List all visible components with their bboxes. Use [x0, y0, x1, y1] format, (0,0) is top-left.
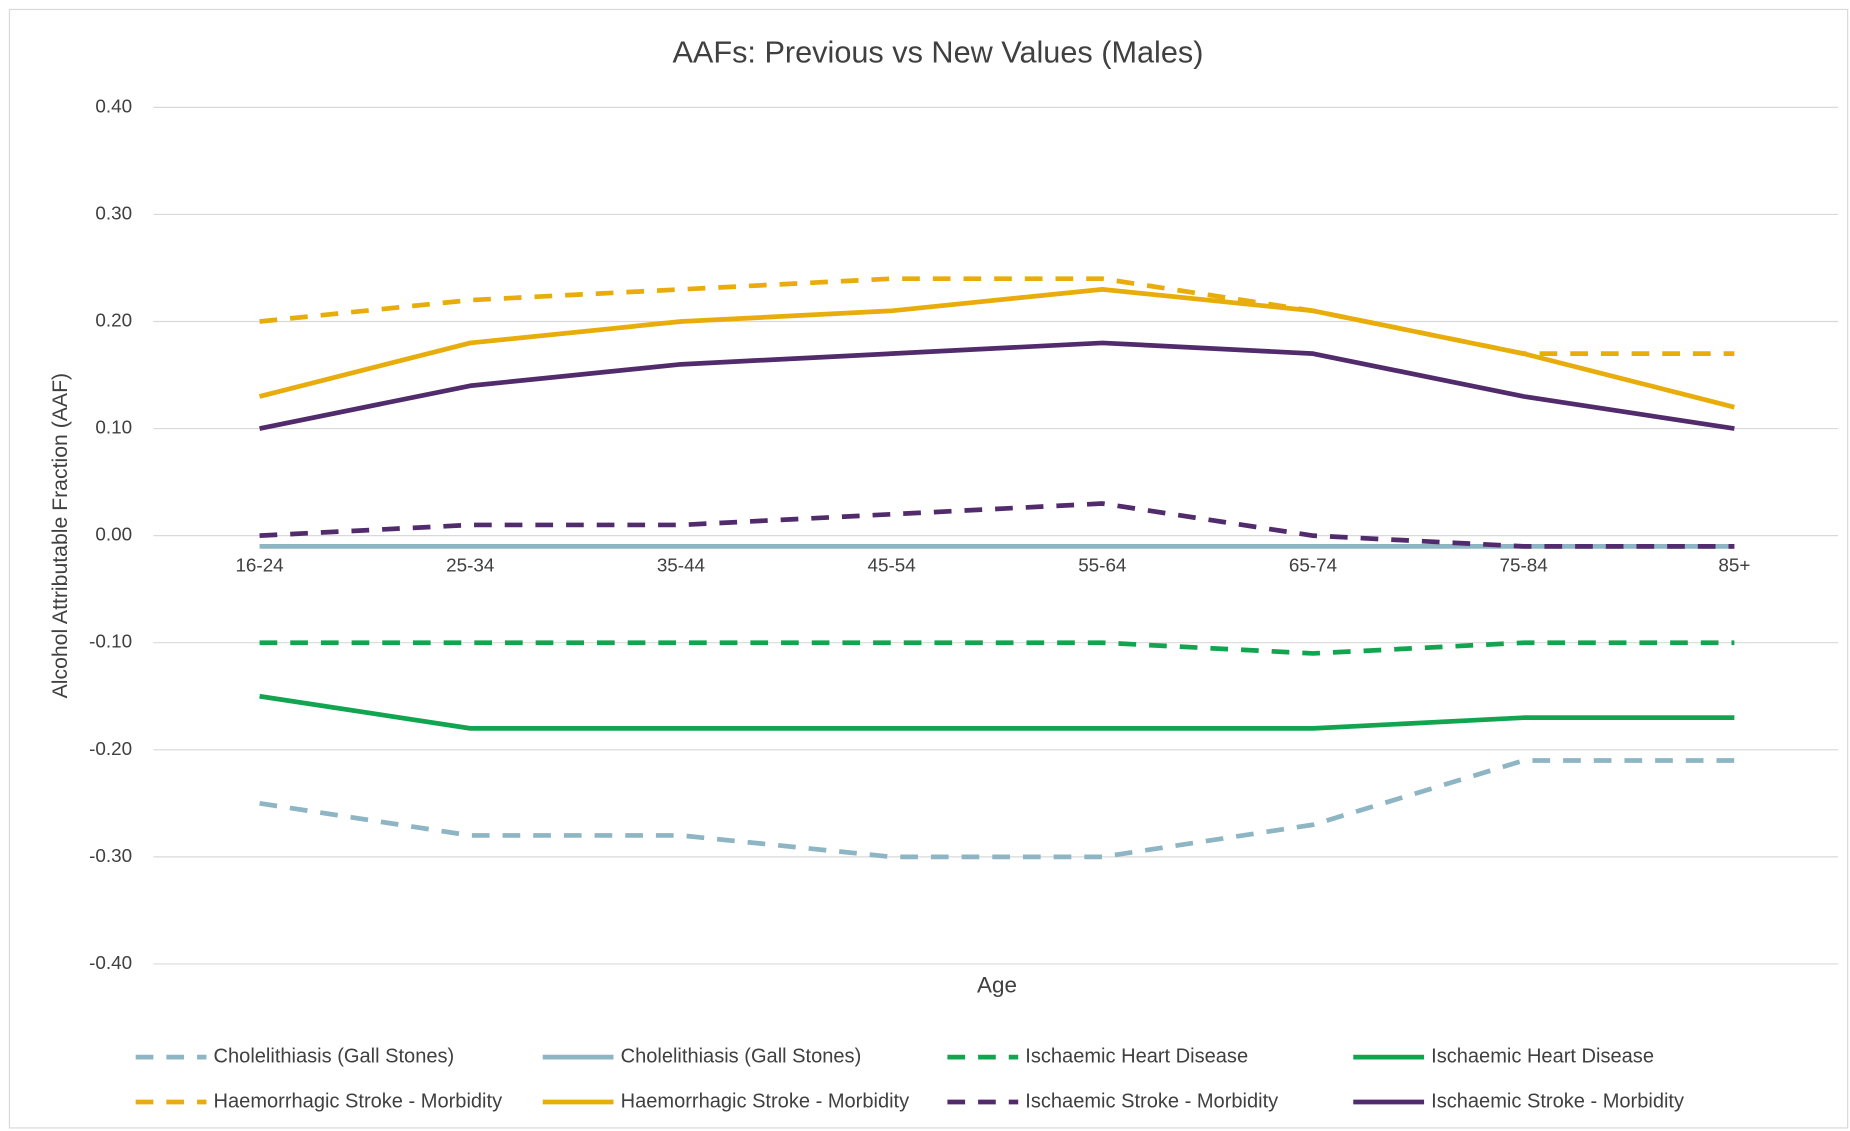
- y-tick-label: 0.10: [95, 417, 132, 438]
- y-tick-label: -0.40: [89, 952, 132, 973]
- legend-label: Ischaemic Heart Disease: [1025, 1045, 1248, 1067]
- y-axis-title: Alcohol Attributable Fraction (AAF): [49, 373, 72, 698]
- legend-label: Ischaemic Heart Disease: [1431, 1045, 1654, 1067]
- y-tick-label: 0.20: [95, 309, 132, 330]
- x-tick-label: 45-54: [868, 554, 916, 575]
- legend-label: Ischaemic Stroke - Morbidity: [1431, 1090, 1684, 1112]
- x-tick-label: 75-84: [1500, 554, 1548, 575]
- x-tick-label: 35-44: [657, 554, 705, 575]
- y-tick-label: -0.20: [89, 738, 132, 759]
- series-line: [259, 693, 1735, 731]
- legend-label: Haemorrhagic Stroke - Morbidity: [214, 1090, 503, 1112]
- y-tick-label: -0.10: [89, 631, 132, 652]
- x-axis-title: Age: [977, 972, 1017, 997]
- legend-label: Cholelithiasis (Gall Stones): [214, 1045, 455, 1067]
- y-tick-label: 0.00: [95, 524, 132, 545]
- series-line: [259, 501, 1735, 549]
- series-line: [259, 758, 1735, 860]
- x-tick-label: 85+: [1718, 554, 1750, 575]
- x-tick-label: 65-74: [1289, 554, 1337, 575]
- series-line: [259, 340, 1735, 431]
- series-line: [258, 287, 1735, 410]
- chart-title: AAFs: Previous vs New Values (Males): [672, 35, 1203, 69]
- series-line: [259, 640, 1735, 656]
- legend-label: Haemorrhagic Stroke - Morbidity: [621, 1090, 910, 1112]
- y-tick-label: 0.40: [95, 95, 132, 116]
- legend-label: Cholelithiasis (Gall Stones): [621, 1045, 862, 1067]
- x-tick-label: 25-34: [446, 554, 494, 575]
- x-tick-label: 55-64: [1078, 554, 1126, 575]
- legend-label: Ischaemic Stroke - Morbidity: [1025, 1090, 1278, 1112]
- y-tick-label: 0.30: [95, 202, 132, 223]
- x-tick-label: 16-24: [235, 554, 283, 575]
- y-tick-label: -0.30: [89, 845, 132, 866]
- chart-border: [8, 8, 1849, 1129]
